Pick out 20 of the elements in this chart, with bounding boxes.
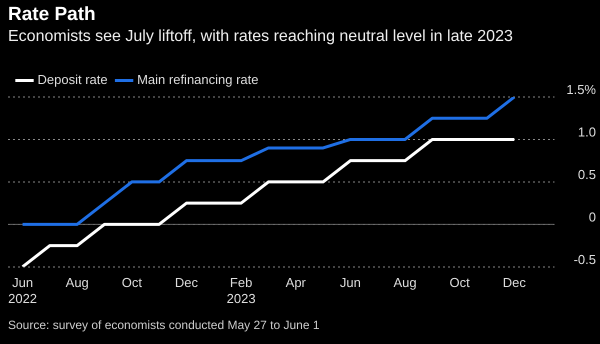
chart-title: Rate Path	[8, 4, 96, 26]
x-tick-label: Oct	[122, 275, 142, 290]
source-note: Source: survey of economists conducted May 27 to June 1	[8, 318, 320, 332]
y-tick-label: -0.5	[574, 252, 596, 267]
x-tick-label: Oct	[450, 275, 470, 290]
legend-label: Deposit rate	[38, 72, 108, 88]
x-tick-label: Aug	[393, 275, 417, 290]
x-tick-label: Dec	[502, 275, 526, 290]
x-tick-label: Apr	[286, 275, 307, 290]
x-tick-label: Jun 2022	[8, 275, 38, 306]
x-tick-label: Feb 2023	[226, 275, 256, 306]
legend-label: Main refinancing rate	[137, 72, 258, 88]
y-tick-label: 0	[588, 209, 596, 224]
y-tick-label: 1.5%	[566, 82, 596, 98]
chart-subtitle: Economists see July liftoff, with rates reaching neutral level in late 2023	[8, 28, 513, 46]
x-tick-label: Jun	[340, 275, 361, 290]
y-tick-label: 1.0	[578, 124, 596, 140]
x-tick-label: Aug	[66, 275, 89, 290]
y-tick-label: 0.5	[578, 166, 596, 182]
x-tick-label: Dec	[174, 275, 199, 290]
